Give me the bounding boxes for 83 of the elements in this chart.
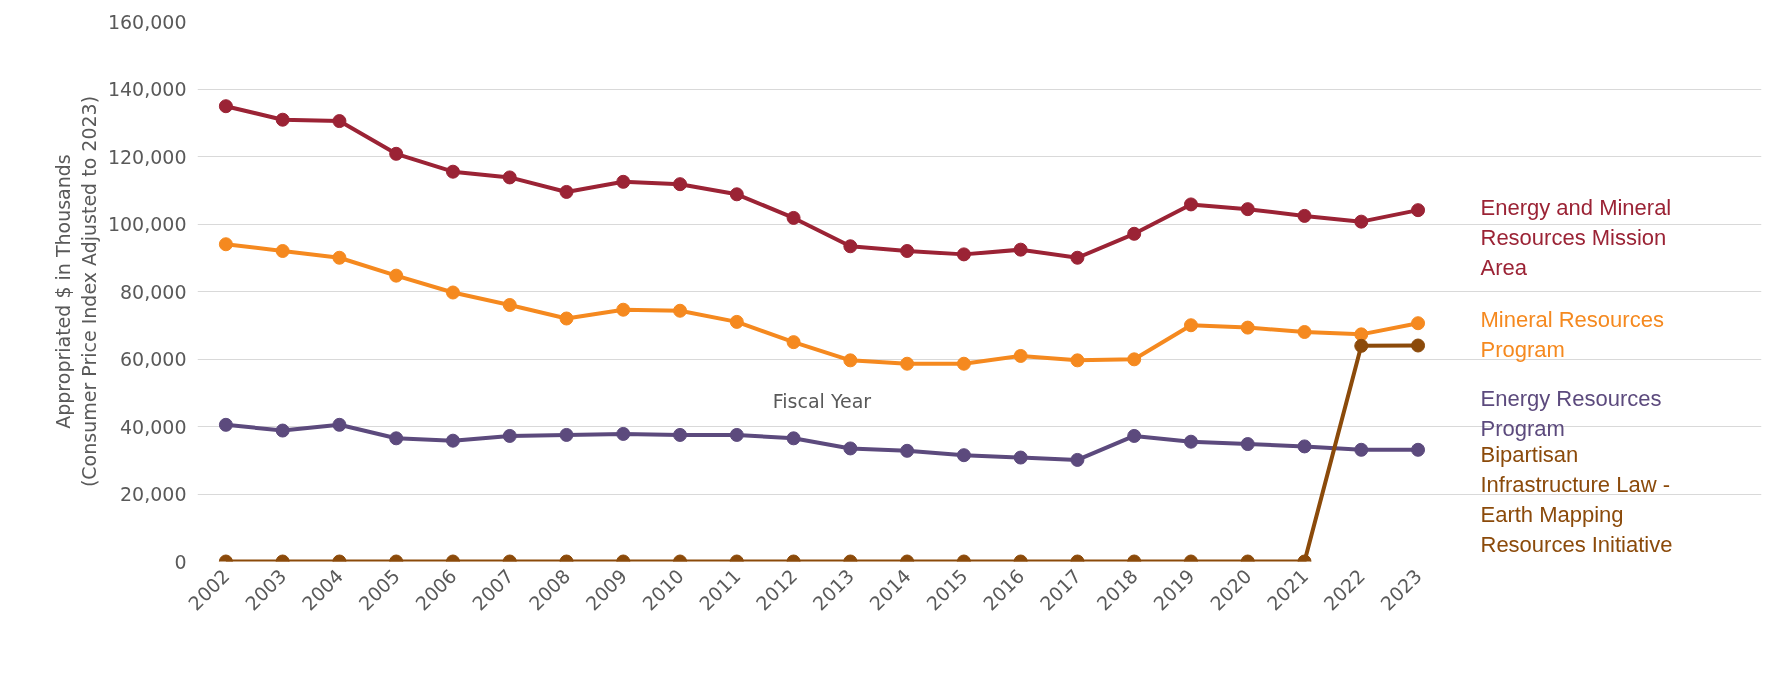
y-axis-title: Appropriated $ in Thousands (Consumer Price Index Adjusted to 2023) [51,95,100,488]
point [1297,439,1312,454]
text: Mineral Resources Program [1480,307,1664,363]
point [1183,434,1198,449]
point [445,285,460,300]
point [1070,250,1085,265]
point [1411,203,1426,218]
point [389,268,404,283]
y-tick-label: 80,000 [120,280,187,303]
point [673,427,688,442]
y-tick-label: 40,000 [120,415,187,438]
text: Energy and Mineral Resources Mission Area [1480,195,1672,280]
point [729,314,744,329]
point [843,353,858,368]
point [218,99,233,114]
point [1411,442,1426,457]
y-tick-label: 0 [174,550,187,573]
point [1411,316,1426,331]
point [445,164,460,179]
point [900,244,915,258]
point [1070,353,1085,368]
point [502,298,517,312]
point [502,428,517,443]
x-axis-title: Fiscal Year [772,389,872,412]
point [1240,202,1255,217]
text: Bipartisan Infrastructure Law - Earth Mapping Resources Initiative [1480,441,1673,557]
point [218,237,233,252]
point [616,174,631,189]
point [1354,214,1369,229]
point [218,417,233,432]
point [1240,437,1255,452]
point [616,426,631,441]
point [956,448,971,463]
point [673,303,688,318]
point [1013,348,1028,363]
point [559,427,574,442]
point [956,356,971,371]
point [1354,442,1369,457]
point [616,302,631,317]
point [332,250,347,265]
point [1127,428,1142,443]
point [445,433,460,448]
y-tick-label: 120,000 [107,145,187,168]
point [673,177,688,192]
point [275,112,290,127]
point [1013,450,1028,465]
point [729,427,744,442]
point [786,431,801,446]
point [786,335,801,350]
point [1013,242,1028,257]
point [1183,197,1198,212]
point [729,187,744,202]
point [275,423,290,438]
y-tick-label: 100,000 [107,213,187,235]
point [1183,318,1198,333]
point [843,239,858,254]
text: Energy Resources Program [1480,385,1662,441]
y-tick-label: 20,000 [120,483,187,505]
point [1354,338,1369,353]
point [786,210,801,225]
point [1297,208,1312,223]
point [389,146,404,161]
point [332,114,347,129]
point [502,170,517,185]
point [900,443,915,458]
point [1127,352,1142,367]
y-tick-label: 140,000 [107,78,187,100]
point [389,431,404,446]
point [559,311,574,326]
point [956,247,971,262]
point [1240,320,1255,335]
point [1297,325,1312,339]
point [275,244,290,258]
point [332,417,347,432]
point [1411,338,1426,353]
point [900,356,915,371]
y-tick-label: 160,000 [107,10,187,33]
point [843,441,858,456]
point [1127,226,1142,241]
point [1354,327,1369,342]
point [559,184,574,199]
point [1070,452,1085,467]
y-tick-label: 60,000 [120,348,187,370]
